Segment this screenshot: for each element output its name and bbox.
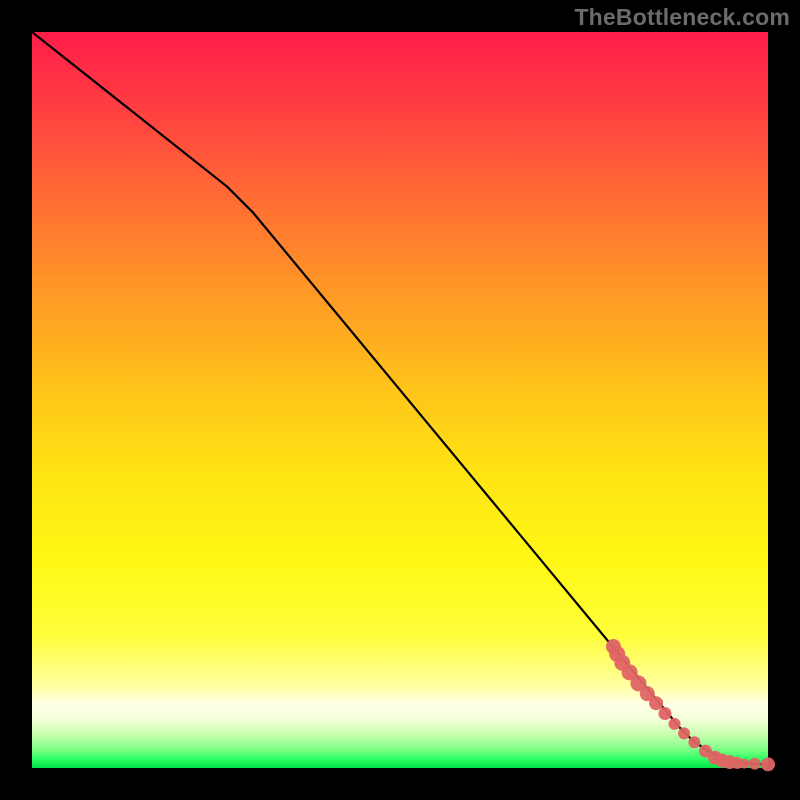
bottleneck-chart xyxy=(0,0,800,800)
data-marker xyxy=(678,727,690,739)
chart-container: TheBottleneck.com xyxy=(0,0,800,800)
data-marker xyxy=(649,696,663,710)
data-marker xyxy=(739,759,749,769)
data-marker xyxy=(761,757,775,771)
plot-background xyxy=(32,32,768,768)
data-marker xyxy=(658,707,671,720)
data-marker xyxy=(688,736,700,748)
watermark-text: TheBottleneck.com xyxy=(574,4,790,31)
data-marker xyxy=(749,758,761,770)
data-marker xyxy=(669,718,681,730)
